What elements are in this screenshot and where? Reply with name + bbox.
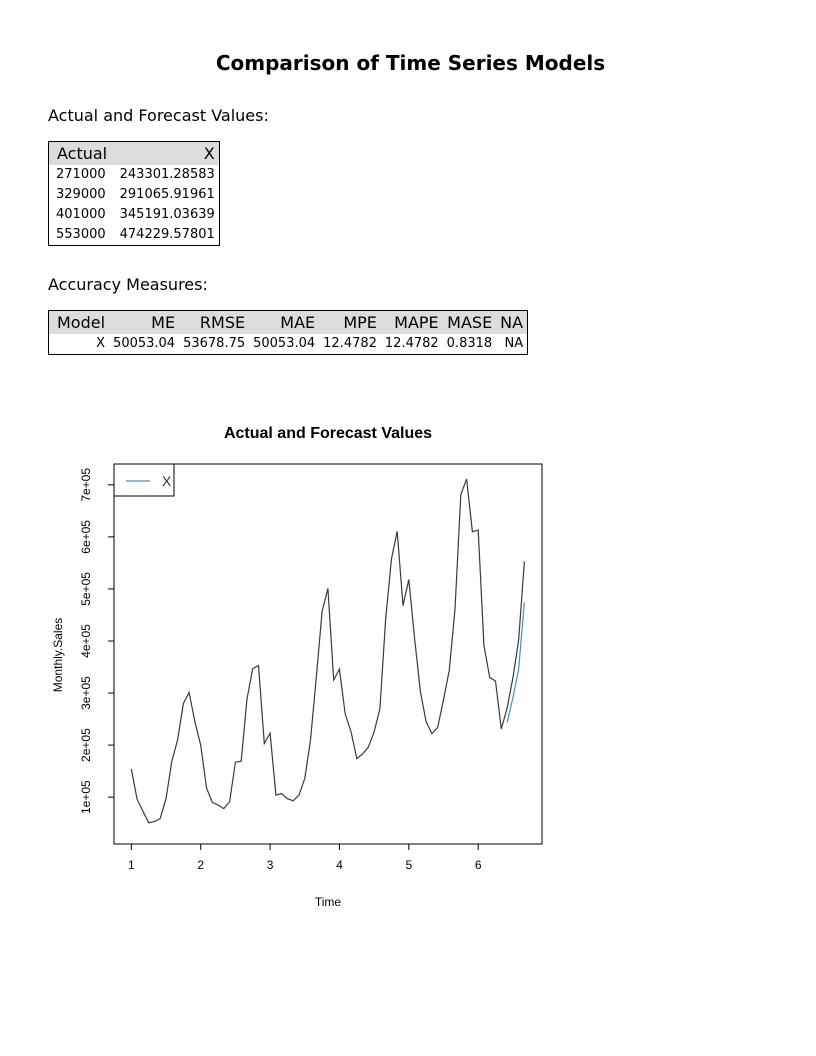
table-cell: 50053.04 [113,336,176,351]
plot-frame [113,463,543,845]
x-axis-label: Time [315,895,342,909]
y-axis: 1e+05 2e+05 3e+05 4e+05 5e+05 6e+05 7e+05 [79,468,115,814]
y-tick-label: 3e+05 [79,676,93,710]
column-header: NA [496,310,528,334]
table-cell: 12.4782 [323,336,377,351]
table-cell: NA [504,336,524,351]
table-header-row: Actual X [48,141,220,165]
table-row: 329000 291065.91961 [49,185,220,205]
table-row: 271000 243301.28583 [49,165,220,185]
table-cell: 401000 [56,207,106,222]
y-tick-label: 2e+05 [79,728,93,762]
x-tick-label: 1 [128,858,135,872]
table-cell: 271000 [56,167,106,182]
table-row: 553000 474229.57801 [49,225,220,246]
y-axis-label: Monthly.Sales [51,618,65,692]
legend: X [113,463,175,497]
x-tick-label: 5 [405,858,412,872]
column-header: MAPE [380,310,443,334]
table-cell: 50053.04 [253,336,316,351]
actual-section-label: Actual and Forecast Values: [48,106,269,125]
table-cell: 474229.57801 [119,227,215,242]
accuracy-section-label: Accuracy Measures: [48,275,208,294]
time-series-chart: Actual and Forecast Values 1 2 3 4 5 6 1e+05 2… [51,425,543,909]
table-cell: 12.4782 [384,336,439,351]
table-cell: 243301.28583 [119,167,215,182]
y-tick-label: 1e+05 [79,780,93,814]
table-row: 401000 345191.03639 [49,205,220,225]
table-cell: X [96,336,106,351]
y-tick-label: 7e+05 [79,468,93,502]
column-header: ME [109,310,180,334]
accuracy-measures-table: Model ME RMSE MAE MPE MAPE MASE NA X 500… [48,310,529,355]
table-cell: 345191.03639 [119,207,215,222]
column-header: MAE [249,310,320,334]
actual-series-line [130,478,525,824]
table-cell: 53678.75 [183,336,246,351]
column-header: Model [48,310,110,334]
column-header: X [115,141,220,165]
column-header: RMSE [179,310,250,334]
column-header: MASE [442,310,497,334]
x-tick-label: 3 [267,858,274,872]
y-tick-label: 6e+05 [79,520,93,554]
column-header: Actual [48,141,116,165]
legend-box [113,463,175,497]
table-cell: 0.8318 [446,336,493,351]
forecast-series-line [506,602,525,723]
table-row: X 50053.04 53678.75 50053.04 12.4782 12.… [49,334,528,355]
report-title: Comparison of Time Series Models [215,51,606,75]
y-tick-label: 4e+05 [79,624,93,658]
table-cell: 553000 [56,227,106,242]
table-cell: 291065.91961 [119,187,215,202]
y-tick-label: 5e+05 [79,572,93,606]
x-tick-label: 6 [475,858,482,872]
series-layer [130,478,525,824]
actual-forecast-table: Actual X 271000 243301.28583 329000 2910… [48,141,220,246]
table-cell: 329000 [56,187,106,202]
x-tick-label: 4 [336,858,343,872]
column-header: MPE [319,310,381,334]
x-tick-label: 2 [197,858,204,872]
legend-entry: X [162,473,172,489]
chart-title: Actual and Forecast Values [224,425,432,442]
x-axis: 1 2 3 4 5 6 [128,843,482,872]
table-header-row: Model ME RMSE MAE MPE MAPE MASE NA [48,310,528,334]
